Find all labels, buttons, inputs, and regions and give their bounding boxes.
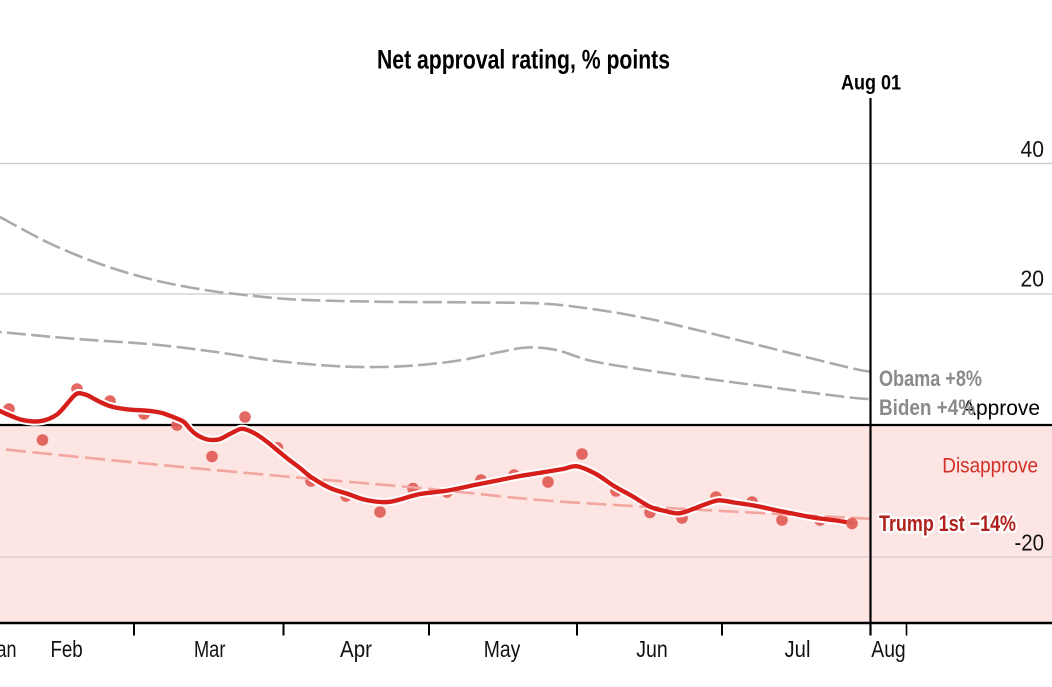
svg-text:Trump 1st −14%: Trump 1st −14% — [879, 511, 1016, 536]
svg-text:Feb: Feb — [50, 636, 82, 662]
svg-text:Aug 01: Aug 01 — [841, 72, 901, 95]
svg-text:Net approval rating, % points: Net approval rating, % points — [377, 45, 670, 75]
svg-text:May: May — [484, 636, 521, 662]
svg-text:Jan: Jan — [0, 636, 17, 662]
svg-text:Approve: Approve — [962, 396, 1040, 420]
svg-text:Obama +8%: Obama +8% — [879, 366, 982, 391]
svg-text:-20: -20 — [1015, 530, 1045, 556]
svg-text:Apr: Apr — [340, 636, 372, 662]
svg-text:Jun: Jun — [636, 636, 668, 662]
svg-text:20: 20 — [1021, 266, 1045, 292]
svg-text:Aug: Aug — [871, 636, 905, 662]
svg-text:Disapprove: Disapprove — [942, 454, 1038, 478]
svg-text:Mar: Mar — [194, 636, 226, 662]
svg-text:40: 40 — [1021, 136, 1045, 162]
svg-text:Jul: Jul — [785, 636, 811, 662]
svg-text:Biden +4%: Biden +4% — [879, 395, 975, 420]
